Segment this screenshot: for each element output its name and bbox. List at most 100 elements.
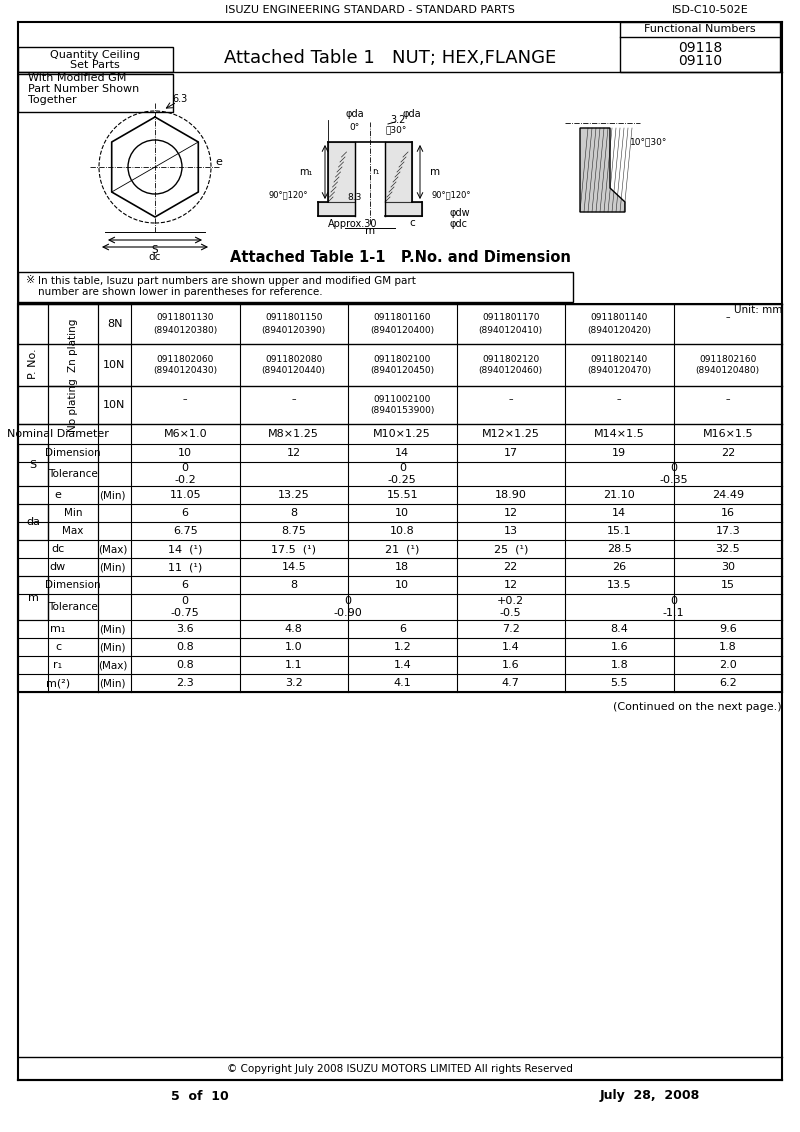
Text: 5  of  10: 5 of 10 (171, 1089, 229, 1103)
Text: 19: 19 (612, 448, 626, 458)
Text: July  28,  2008: July 28, 2008 (600, 1089, 700, 1103)
Text: 1.2: 1.2 (394, 642, 411, 652)
Text: Tolerance: Tolerance (48, 469, 98, 479)
Text: 0911802080: 0911802080 (265, 354, 322, 363)
Text: (8940120430): (8940120430) (153, 367, 218, 376)
Text: 0.8: 0.8 (176, 642, 194, 652)
Text: 15.51: 15.51 (386, 490, 418, 500)
Text: 0: 0 (670, 597, 677, 606)
Text: -0.35: -0.35 (659, 475, 688, 484)
Text: 13: 13 (504, 526, 518, 535)
Text: M6×1.0: M6×1.0 (163, 429, 207, 439)
Text: -0.25: -0.25 (388, 475, 417, 484)
Text: m₁: m₁ (300, 168, 313, 177)
Text: 15: 15 (721, 580, 734, 590)
Text: 1.6: 1.6 (502, 660, 519, 670)
Text: 2.3: 2.3 (176, 678, 194, 688)
Text: (Continued on the next page.): (Continued on the next page.) (614, 702, 782, 712)
Text: 26: 26 (612, 561, 626, 572)
Text: 22: 22 (721, 448, 735, 458)
Text: φdc: φdc (450, 218, 468, 229)
Text: 17.5  (¹): 17.5 (¹) (271, 544, 316, 554)
Text: 8N: 8N (106, 319, 122, 329)
Text: 32.5: 32.5 (715, 544, 740, 554)
Text: 8: 8 (290, 508, 298, 518)
Text: 21.10: 21.10 (603, 490, 635, 500)
Text: Quantity Ceiling: Quantity Ceiling (50, 50, 140, 60)
Bar (328, 142, 355, 201)
Text: Part Number Shown: Part Number Shown (28, 84, 139, 94)
Text: M10×1.25: M10×1.25 (374, 429, 431, 439)
Text: Zn plating: Zn plating (68, 318, 78, 371)
Text: P. No.: P. No. (28, 349, 38, 379)
Text: 0911002100: 0911002100 (374, 395, 431, 404)
Text: 12: 12 (286, 448, 301, 458)
Text: 13.5: 13.5 (607, 580, 631, 590)
Text: c: c (55, 642, 61, 652)
Text: 1.8: 1.8 (610, 660, 628, 670)
Text: 4.1: 4.1 (394, 678, 411, 688)
Text: (8940120440): (8940120440) (262, 367, 326, 376)
Text: 10: 10 (178, 448, 192, 458)
Text: 6: 6 (398, 624, 406, 634)
Text: 4.7: 4.7 (502, 678, 520, 688)
Bar (18, 305, 48, 424)
Text: (8940120460): (8940120460) (478, 367, 543, 376)
Text: (8940120380): (8940120380) (153, 326, 218, 334)
Text: 14  (¹): 14 (¹) (168, 544, 202, 554)
Text: 17: 17 (504, 448, 518, 458)
Text: –: – (509, 395, 513, 404)
Text: r₁: r₁ (372, 168, 379, 177)
Text: (8940120410): (8940120410) (478, 326, 543, 334)
Bar (385, 201, 422, 216)
Text: Together: Together (28, 95, 77, 105)
Text: –: – (726, 395, 730, 404)
Text: -1.1: -1.1 (662, 608, 684, 618)
Text: 8.75: 8.75 (282, 526, 306, 535)
Text: 1.0: 1.0 (285, 642, 302, 652)
Text: (Max): (Max) (98, 660, 127, 670)
Text: 4.8: 4.8 (285, 624, 302, 634)
Text: φda: φda (402, 109, 422, 119)
Text: (Min): (Min) (99, 561, 126, 572)
Text: 2.0: 2.0 (719, 660, 737, 670)
Text: c: c (409, 218, 415, 228)
Text: +0.2: +0.2 (497, 597, 524, 606)
Text: 1.8: 1.8 (719, 642, 737, 652)
Text: 90°～120°: 90°～120° (269, 190, 308, 199)
Bar (18, 305, 782, 692)
Text: ISD-C10-502E: ISD-C10-502E (672, 5, 748, 15)
Text: 0: 0 (398, 463, 406, 473)
Text: 3.2: 3.2 (285, 678, 302, 688)
Text: Tolerance: Tolerance (48, 602, 98, 612)
Text: Max: Max (62, 526, 84, 535)
Text: With Modified GM: With Modified GM (28, 72, 126, 83)
Bar (18, 74, 173, 112)
Text: 0911802120: 0911802120 (482, 354, 539, 363)
Text: 12: 12 (504, 508, 518, 518)
Text: 7.2: 7.2 (502, 624, 520, 634)
Text: 11  (¹): 11 (¹) (168, 561, 202, 572)
Text: Attached Table 1-1   P.No. and Dimension: Attached Table 1-1 P.No. and Dimension (230, 249, 570, 265)
Text: 0911801140: 0911801140 (590, 314, 648, 323)
Text: 1.6: 1.6 (610, 642, 628, 652)
Text: Min: Min (64, 508, 82, 518)
Bar (48, 386, 98, 424)
Text: –: – (617, 395, 622, 404)
Text: M14×1.5: M14×1.5 (594, 429, 645, 439)
Text: 21  (¹): 21 (¹) (385, 544, 419, 554)
Text: number are shown lower in parentheses for reference.: number are shown lower in parentheses fo… (38, 288, 322, 297)
Bar (18, 48, 173, 72)
Text: Nominal Diameter: Nominal Diameter (7, 429, 109, 439)
Text: e: e (215, 157, 222, 168)
Text: 0911801170: 0911801170 (482, 314, 539, 323)
Text: 3.2: 3.2 (390, 115, 406, 125)
Text: -0.2: -0.2 (174, 475, 196, 484)
Bar (18, 576, 48, 620)
Text: 0911802140: 0911802140 (590, 354, 648, 363)
Text: 18: 18 (395, 561, 410, 572)
Text: 0: 0 (182, 463, 189, 473)
Text: 6.3: 6.3 (172, 94, 188, 104)
Text: dw: dw (50, 561, 66, 572)
Text: 15.1: 15.1 (607, 526, 631, 535)
